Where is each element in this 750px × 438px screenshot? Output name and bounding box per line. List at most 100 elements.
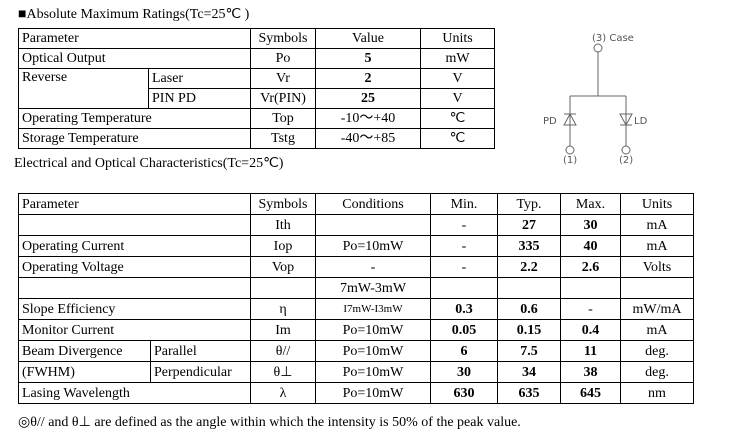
table-cell: 635 [497, 382, 561, 404]
table-cell: 0.4 [560, 319, 621, 341]
table-cell: Po [250, 48, 316, 69]
empty-cell [250, 277, 316, 299]
table-row: 7mW-3mW [18, 277, 694, 299]
table-cell: Tstg [250, 128, 316, 149]
table-cell: Vr [250, 68, 316, 89]
table-cell: 0.15 [497, 319, 561, 341]
pin1 [565, 145, 575, 155]
table-cell: 0.05 [430, 319, 498, 341]
empty-cell [315, 214, 431, 236]
table-cell: λ [250, 382, 316, 404]
table-cell: 0.3 [430, 298, 498, 320]
table-cell: Po=10mW [315, 319, 431, 341]
table-cell: Slope Efficiency [18, 298, 251, 320]
table-row: Ith -27 30 mA [18, 214, 694, 236]
table-cell: mW/mA [620, 298, 694, 320]
table-cell: Perpendicular [150, 361, 251, 383]
table-cell: 0.6 [497, 298, 561, 320]
table-cell: Optical Output [18, 48, 251, 69]
table-cell: Top [250, 108, 316, 129]
table-cell: Typ. [497, 193, 561, 215]
table-cell: Value [315, 28, 421, 49]
empty-cell [497, 277, 561, 299]
table-cell: mA [620, 235, 694, 257]
table-cell: 6 [430, 340, 498, 362]
table-cell: θ// [250, 340, 316, 362]
table-cell: Operating Voltage [18, 256, 251, 278]
table-cell: -40～+85 [315, 128, 421, 149]
table-cell: Operating Current [18, 235, 251, 257]
table-cell: PIN PD [148, 88, 251, 109]
table-cell: - [430, 235, 498, 257]
table-row: Parameter Symbols Conditions Min. Typ. Max. Un… [18, 193, 694, 215]
table-cell: deg. [620, 340, 694, 362]
table2: Parameter Symbols Conditions Min. Typ. Max. Un… [18, 193, 694, 404]
table-cell: Parallel [150, 340, 251, 362]
table-cell: -10～+40 [315, 108, 421, 129]
table-cell: Po=10mW [315, 340, 431, 362]
table-cell: Laser [148, 68, 251, 89]
table-cell: Iop [250, 235, 316, 257]
table-cell: deg. [620, 361, 694, 383]
table-cell: η [250, 298, 316, 320]
table-cell: Po=10mW [315, 361, 431, 383]
table-cell: nm [620, 382, 694, 404]
table-cell: 2.6 [560, 256, 621, 278]
table-cell: V [420, 68, 495, 89]
table-cell: Volts [620, 256, 694, 278]
table-row: Slope Efficiency η I7mW-I3mW 0.3 0.6- mW/mA [18, 298, 694, 320]
table-cell: 7mW-3mW [315, 277, 431, 299]
table-cell: Parameter [18, 28, 251, 49]
table-row: PIN PD Vr(PIN) 25 V [19, 88, 495, 109]
pd-diode [563, 112, 577, 126]
pin2-label: (2) [619, 155, 633, 166]
table-cell: V [420, 88, 495, 109]
ld-diode [619, 113, 633, 127]
case-pin [593, 43, 603, 53]
table-cell: Reverse [18, 68, 149, 109]
table-cell: 30 [430, 361, 498, 383]
table-cell: θ⊥ [250, 361, 316, 383]
table-cell: (FWHM) [18, 361, 151, 383]
table-cell: 11 [560, 340, 621, 362]
table-row: Beam Divergence Parallel θ//Po=10mW 6 7.5 11 d… [18, 340, 694, 362]
pin2 [621, 145, 631, 155]
table-cell: Po=10mW [315, 382, 431, 404]
table-cell: Symbols [250, 193, 316, 215]
table2-title: Electrical and Optical Characteristics(T… [14, 156, 284, 171]
table-cell: 38 [560, 361, 621, 383]
table-cell: 645 [560, 382, 621, 404]
table-row: Parameter Symbols Value Units [18, 28, 495, 49]
table-cell: Beam Divergence [18, 340, 151, 362]
table-cell: 40 [560, 235, 621, 257]
empty-cell [430, 277, 498, 299]
case-label: (3) Case [592, 33, 634, 44]
table-cell: mA [620, 319, 694, 341]
empty-cell [18, 214, 251, 236]
table-row: (FWHM) Perpendicular θ⊥ Po=10mW 30 34 38 deg. [18, 361, 694, 383]
table-row: Operating Voltage Vop - -2.2 2.6 Volts [18, 256, 694, 278]
table-row: Operating Current Iop Po=10mW -335 40 mA [18, 235, 694, 257]
table-cell: Ith [250, 214, 316, 236]
table-cell: ℃ [420, 108, 495, 129]
table-cell: Units [420, 28, 495, 49]
table1: Parameter Symbols Value Units Optical Outpu… [18, 28, 495, 149]
empty-cell [560, 277, 621, 299]
table-cell: Symbols [250, 28, 316, 49]
table-cell: Parameter [18, 193, 251, 215]
table-row: Operating Temperature Top -10～+40 ℃ [18, 108, 495, 129]
table-cell: 2.2 [497, 256, 561, 278]
table-cell: Units [620, 193, 694, 215]
table-cell: 34 [497, 361, 561, 383]
table-row: Reverse Laser Vr 2 V [18, 68, 495, 109]
table-cell: 630 [430, 382, 498, 404]
table-cell: - [560, 298, 621, 320]
empty-cell [18, 277, 251, 299]
table-cell: Max. [560, 193, 621, 215]
table-cell: 25 [315, 88, 421, 109]
table-cell: I7mW-I3mW [315, 298, 431, 320]
table-cell: Vr(PIN) [250, 88, 316, 109]
table-cell: Min. [430, 193, 498, 215]
